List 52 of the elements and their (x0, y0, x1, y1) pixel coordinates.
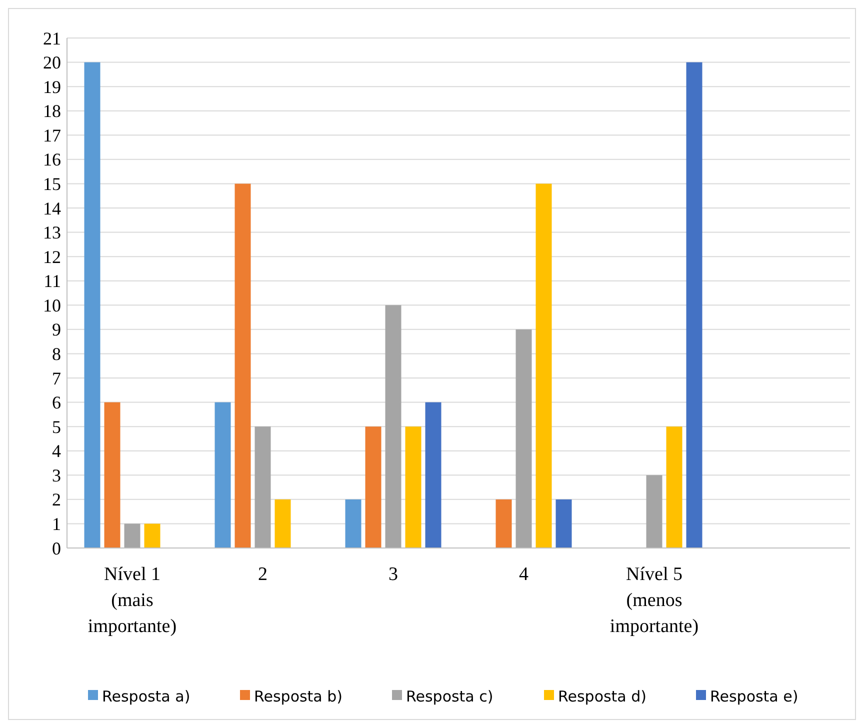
bar (274, 499, 291, 548)
y-tick-label: 10 (43, 295, 61, 316)
y-tick-label: 18 (43, 101, 61, 122)
bar (365, 426, 382, 548)
bar (536, 184, 552, 548)
legend-label: Resposta a) (102, 687, 190, 706)
x-tick-label: Nível 5 (menos importante) (610, 564, 699, 637)
x-tick-label: 2 (258, 564, 268, 585)
bar (254, 426, 271, 548)
y-tick-label: 13 (43, 222, 61, 243)
y-tick-label: 9 (52, 320, 61, 340)
y-tick-label: 20 (43, 52, 61, 73)
y-tick-label: 19 (43, 76, 61, 97)
y-tick-label: 6 (52, 392, 61, 413)
bar (646, 475, 662, 548)
bar (124, 524, 140, 548)
bar (345, 499, 362, 548)
y-tick-label: 5 (52, 416, 61, 437)
y-tick-label: 11 (44, 271, 61, 292)
legend-label: Resposta d) (558, 687, 647, 706)
y-tick-label: 21 (43, 28, 61, 48)
y-tick-label: 16 (43, 150, 61, 170)
bar (556, 499, 572, 548)
legend-label: Resposta e) (710, 687, 798, 706)
bar (666, 426, 682, 548)
legend-label: Resposta b) (254, 687, 343, 706)
bar (496, 499, 512, 548)
bar (104, 402, 120, 548)
y-tick-label: 3 (52, 465, 61, 486)
y-tick-label: 8 (52, 344, 61, 364)
bar (686, 62, 702, 548)
y-tick-label: 1 (52, 514, 61, 534)
y-tick-label: 14 (43, 198, 61, 218)
legend-label: Resposta c) (406, 687, 494, 706)
y-tick-label: 17 (43, 125, 61, 146)
bar (84, 62, 100, 548)
x-tick-label: 4 (519, 564, 529, 585)
bar (214, 402, 231, 548)
bar (425, 402, 442, 548)
bar (516, 329, 532, 548)
y-tick-label: 7 (52, 368, 61, 388)
bar (385, 305, 402, 548)
y-tick-label: 2 (52, 490, 61, 510)
y-tick-label: 15 (43, 174, 61, 194)
y-tick-label: 12 (43, 246, 61, 267)
x-tick-label: 3 (388, 564, 398, 585)
bar (234, 184, 251, 548)
y-tick-label: 0 (52, 538, 61, 558)
x-tick-label: Nível 1 (mais importante) (88, 564, 177, 637)
bar (405, 426, 422, 548)
y-tick-label: 4 (52, 441, 61, 462)
bar (144, 524, 160, 548)
